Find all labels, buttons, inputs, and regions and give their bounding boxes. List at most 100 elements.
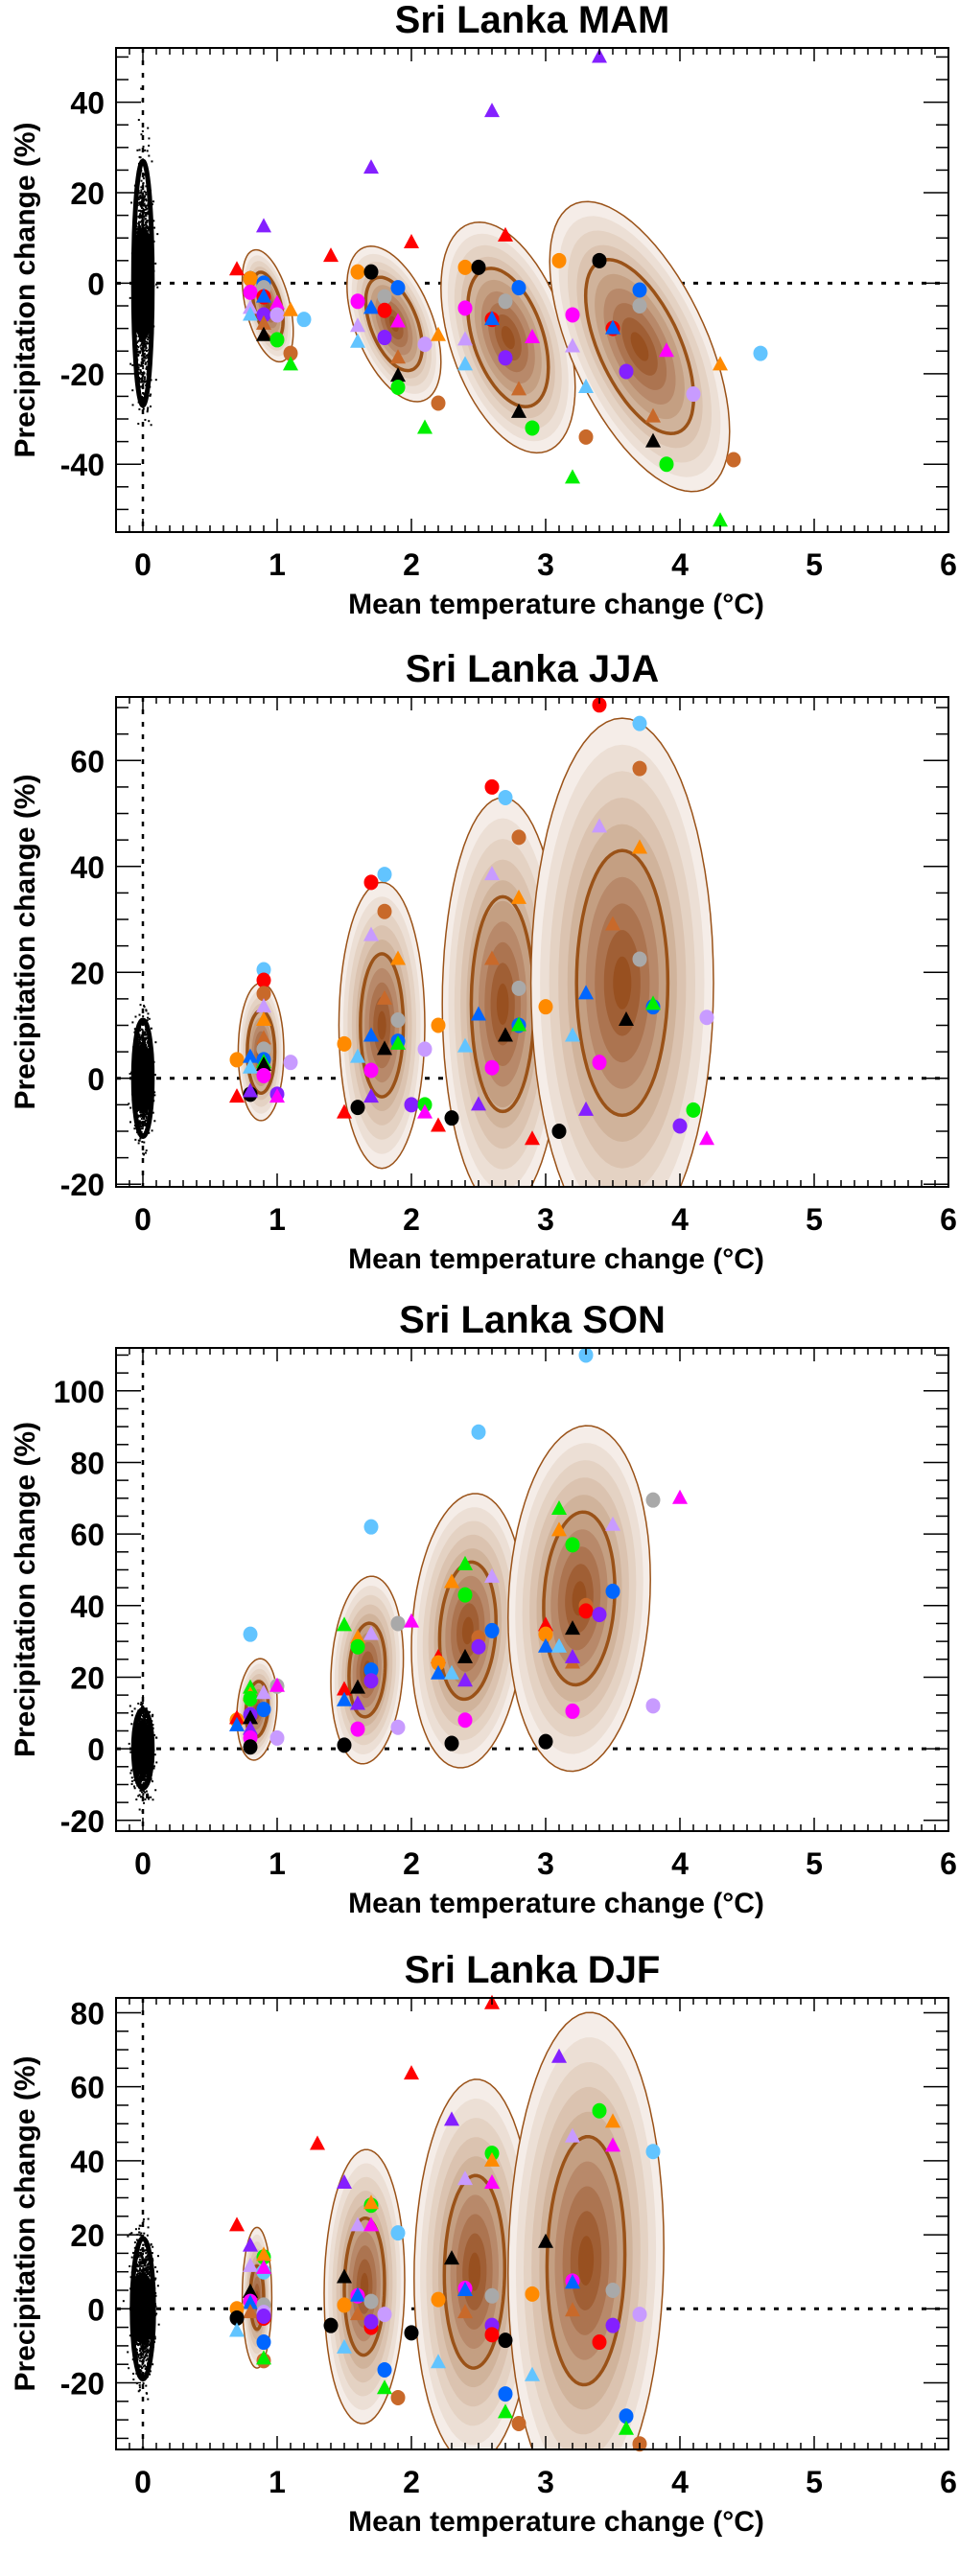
nv-dot: [137, 354, 139, 356]
model-point-triangle: [484, 103, 500, 117]
nv-dot: [145, 205, 147, 207]
nv-dot: [142, 130, 144, 132]
nv-dot: [151, 424, 152, 426]
nv-dot: [132, 404, 134, 406]
ellipse-shade-band: [378, 1011, 386, 1040]
model-point-circle: [270, 307, 285, 322]
nv-dot: [151, 1028, 152, 1030]
nv-dot: [131, 364, 133, 366]
nv-dot: [141, 1718, 143, 1720]
model-point-circle: [512, 981, 526, 996]
nv-dot: [141, 359, 143, 360]
natural-variability-cloud: [128, 1004, 156, 1155]
nv-dot: [137, 346, 139, 348]
nv-dot: [137, 1795, 139, 1797]
nv-dot: [139, 1014, 141, 1016]
model-point-circle: [499, 350, 513, 365]
nv-dot: [140, 88, 142, 90]
model-point-circle: [539, 999, 553, 1014]
model-point-circle: [646, 1493, 661, 1508]
nv-dot: [153, 227, 155, 229]
nv-dot: [142, 1798, 144, 1799]
model-point-circle: [593, 253, 607, 268]
nv-dot: [142, 1034, 144, 1036]
nv-dot: [141, 377, 143, 379]
nv-dot: [140, 378, 142, 380]
x-tick-label: 6: [940, 547, 957, 582]
nv-dot: [148, 420, 150, 422]
model-point-circle: [378, 330, 392, 345]
nv-dot: [152, 1715, 153, 1717]
model-point-circle: [391, 1720, 406, 1735]
nv-dot: [140, 210, 142, 212]
model-point-triangle: [404, 234, 419, 248]
nv-dot: [142, 367, 144, 369]
nv-dot: [131, 1783, 133, 1785]
nv-dot: [129, 363, 131, 365]
nv-dot: [142, 386, 144, 388]
nv-dot: [145, 1033, 147, 1035]
nv-dot: [151, 160, 152, 162]
nv-dot: [139, 1034, 141, 1036]
nv-dot: [146, 355, 148, 357]
projection-ellipse: [531, 718, 713, 1247]
model-point-circle: [512, 280, 526, 295]
nv-dot: [146, 1790, 148, 1792]
model-point-circle: [378, 867, 392, 882]
model-point-circle: [579, 1603, 594, 1618]
nv-dot: [129, 1772, 131, 1774]
model-point-circle: [244, 285, 258, 300]
model-point-circle: [620, 363, 634, 379]
model-point-circle: [754, 346, 768, 361]
nv-dot: [147, 1017, 149, 1019]
model-point-triangle: [323, 247, 339, 262]
nv-dot: [153, 1120, 155, 1122]
nv-dot: [131, 1780, 133, 1782]
nv-dot: [131, 1776, 133, 1778]
nv-dot: [131, 1021, 133, 1023]
y-tick-label: 0: [87, 1062, 105, 1097]
model-point-circle: [378, 290, 392, 305]
x-tick-label: 1: [269, 1202, 286, 1237]
nv-dot: [145, 194, 147, 196]
nv-dot: [146, 205, 148, 207]
nv-dot: [152, 1780, 153, 1782]
model-point-circle: [432, 1018, 446, 1033]
nv-dot: [144, 1006, 146, 1008]
y-tick-label: -40: [60, 448, 105, 482]
model-point-circle: [485, 1623, 500, 1638]
nv-dot: [147, 406, 149, 408]
nv-dot: [143, 197, 145, 198]
model-point-circle: [244, 271, 258, 287]
nv-dot: [142, 211, 144, 213]
nv-dot: [143, 360, 145, 361]
y-axis-label: Precipitation change (%): [10, 122, 41, 457]
model-point-circle: [351, 1639, 365, 1655]
plot-area: [128, 718, 713, 1247]
nv-dot: [138, 1040, 140, 1042]
nv-dot: [146, 1149, 148, 1151]
model-point-circle: [432, 395, 446, 410]
nv-dot: [154, 1789, 156, 1791]
nv-dot: [141, 220, 143, 221]
x-tick-label: 4: [671, 1202, 689, 1237]
nv-dot: [140, 370, 142, 372]
x-axis-label: Mean temperature change (°C): [348, 1243, 764, 1275]
nv-dot: [141, 1118, 143, 1120]
nv-dot: [145, 1116, 147, 1118]
nv-dot: [139, 149, 141, 151]
nv-dot: [146, 1010, 148, 1011]
nv-dot: [143, 177, 145, 179]
nv-dot: [154, 1041, 156, 1043]
nv-dot: [144, 376, 146, 378]
model-point-circle: [230, 1052, 245, 1067]
model-point-circle: [566, 1537, 580, 1552]
y-tick-label: -20: [60, 1168, 105, 1202]
nv-dot: [143, 1142, 145, 1144]
nv-dot: [140, 1037, 142, 1039]
nv-dot: [142, 214, 144, 216]
